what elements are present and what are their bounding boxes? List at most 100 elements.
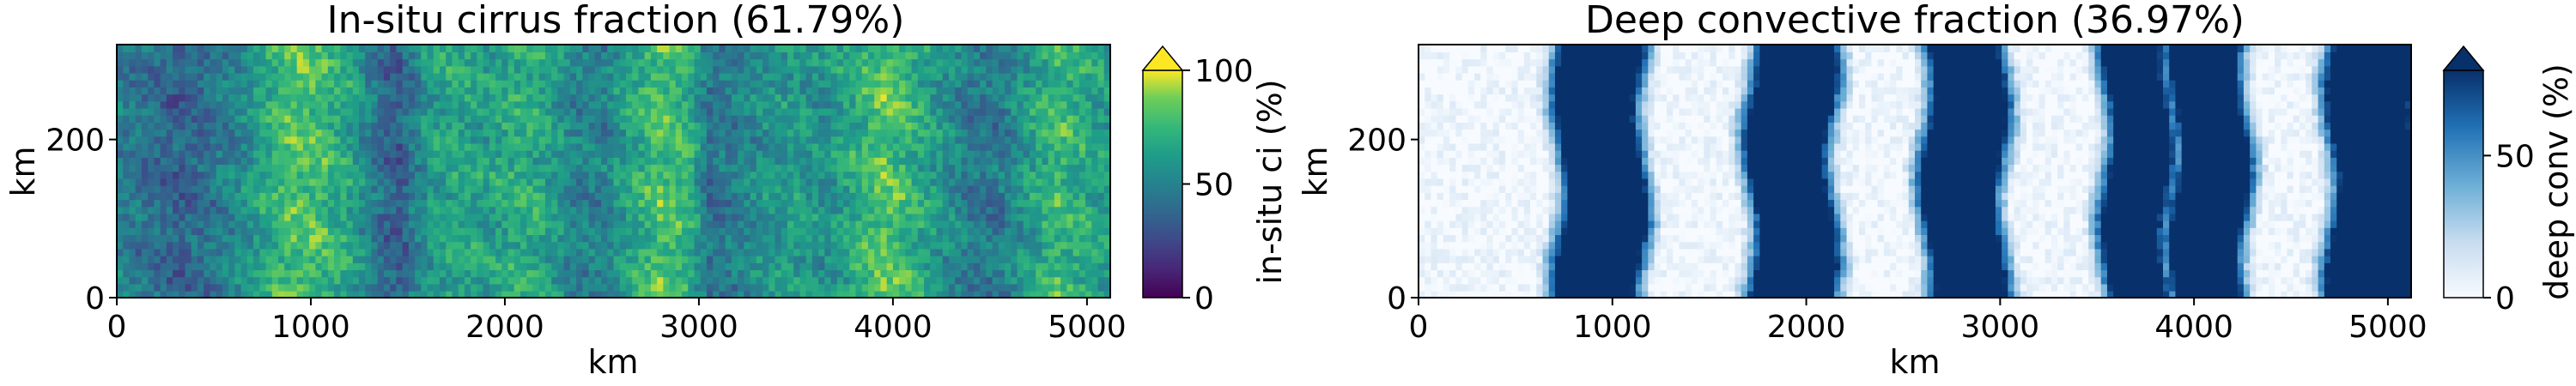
cirrus-cell (973, 234, 981, 243)
cirrus-cell (830, 93, 838, 102)
cirrus-cell (216, 79, 223, 87)
cirrus-cell (440, 87, 447, 95)
cirrus-cell (861, 290, 869, 299)
cirrus-cell (917, 122, 925, 130)
cirrus-cell (253, 290, 261, 299)
cirrus-cell (402, 87, 410, 95)
cirrus-cell (855, 199, 863, 208)
cirrus-cell (942, 290, 950, 299)
cirrus-cell (141, 87, 149, 95)
cirrus-cell (880, 213, 888, 221)
cirrus-cell (874, 227, 882, 236)
cirrus-cell (731, 248, 738, 256)
cirrus-cell (377, 213, 385, 221)
cirrus-cell (731, 149, 738, 158)
cirrus-cell (582, 234, 590, 243)
cirrus-cell (415, 262, 422, 271)
cirrus-cell (769, 129, 776, 137)
cirrus-cell (582, 220, 590, 228)
cirrus-cell (886, 220, 894, 228)
cirrus-cell (346, 227, 354, 236)
cirrus-cell (874, 157, 882, 166)
cirrus-cell (731, 129, 738, 137)
cirrus-cell (613, 184, 621, 193)
cirrus-cell (874, 79, 882, 87)
cirrus-cell (843, 248, 851, 256)
cirrus-cell (284, 107, 292, 116)
cirrus-cell (520, 248, 528, 256)
cirrus-cell (663, 164, 671, 172)
cirrus-cell (948, 136, 957, 144)
cirrus-cell (278, 234, 286, 243)
cirrus-cell (750, 149, 757, 158)
cirrus-cell (191, 220, 198, 228)
cirrus-cell (811, 234, 819, 243)
cirrus-cell (955, 79, 963, 87)
cirrus-cell (421, 107, 428, 116)
cirrus-cell (464, 114, 471, 123)
cirrus-cell (427, 283, 434, 292)
cirrus-cell (271, 283, 279, 292)
cirrus-cell (775, 290, 782, 299)
cirrus-cell (867, 290, 876, 299)
cirrus-cell (377, 276, 385, 285)
cirrus-cell (551, 129, 559, 137)
cirrus-cell (302, 248, 310, 256)
cirrus-cell (415, 213, 422, 221)
cirrus-cell (483, 129, 490, 137)
cirrus-cell (738, 149, 745, 158)
cirrus-cell (340, 276, 348, 285)
cirrus-cell (513, 178, 521, 186)
cirrus-cell (464, 136, 471, 144)
cirrus-cell (738, 100, 745, 109)
cirrus-cell (501, 269, 509, 278)
cirrus-cell (228, 178, 236, 186)
cirrus-cell (948, 100, 957, 109)
cirrus-cell (805, 136, 813, 144)
cirrus-cell (955, 122, 963, 130)
cirrus-cell (365, 220, 373, 228)
cirrus-cell (334, 276, 342, 285)
cirrus-cell (408, 45, 416, 52)
cirrus-cell (619, 45, 627, 52)
cirrus-cell (148, 184, 155, 193)
cirrus-cell (682, 178, 690, 186)
cirrus-cell (216, 142, 223, 151)
cirrus-cell (346, 192, 354, 201)
cirrus-cell (669, 269, 677, 278)
cirrus-cell (948, 184, 957, 193)
cirrus-cell (166, 213, 173, 221)
cirrus-cell (936, 157, 944, 166)
cirrus-cell (179, 157, 186, 166)
cirrus-cell (129, 241, 137, 250)
cirrus-cell (240, 283, 248, 292)
cirrus-cell (346, 164, 354, 172)
cirrus-cell (265, 178, 273, 186)
cirrus-cell (309, 72, 317, 81)
cirrus-cell (507, 213, 515, 221)
cirrus-cell (197, 220, 205, 228)
cirrus-cell (588, 142, 596, 151)
cirrus-cell (315, 72, 323, 81)
cirrus-cell (762, 255, 770, 263)
cirrus-cell (961, 58, 969, 67)
cirrus-cell (836, 234, 844, 243)
cirrus-cell (669, 171, 677, 179)
cirrus-cell (843, 283, 851, 292)
cirrus-cell (309, 164, 317, 172)
cirrus-cell (390, 171, 398, 179)
cirrus-cell (569, 136, 577, 144)
cirrus-cell (613, 65, 621, 74)
cirrus-cell (638, 171, 646, 179)
cirrus-cell (588, 129, 596, 137)
cirrus-cell (973, 227, 981, 236)
cirrus-cell (775, 129, 782, 137)
cirrus-cell (694, 157, 702, 166)
cirrus-cell (402, 93, 410, 102)
cirrus-cell (836, 171, 844, 179)
cirrus-cell (805, 213, 813, 221)
cirrus-cell (129, 290, 137, 299)
cirrus-cell (874, 149, 882, 158)
cirrus-cell (185, 241, 192, 250)
cirrus-cell (501, 58, 509, 67)
